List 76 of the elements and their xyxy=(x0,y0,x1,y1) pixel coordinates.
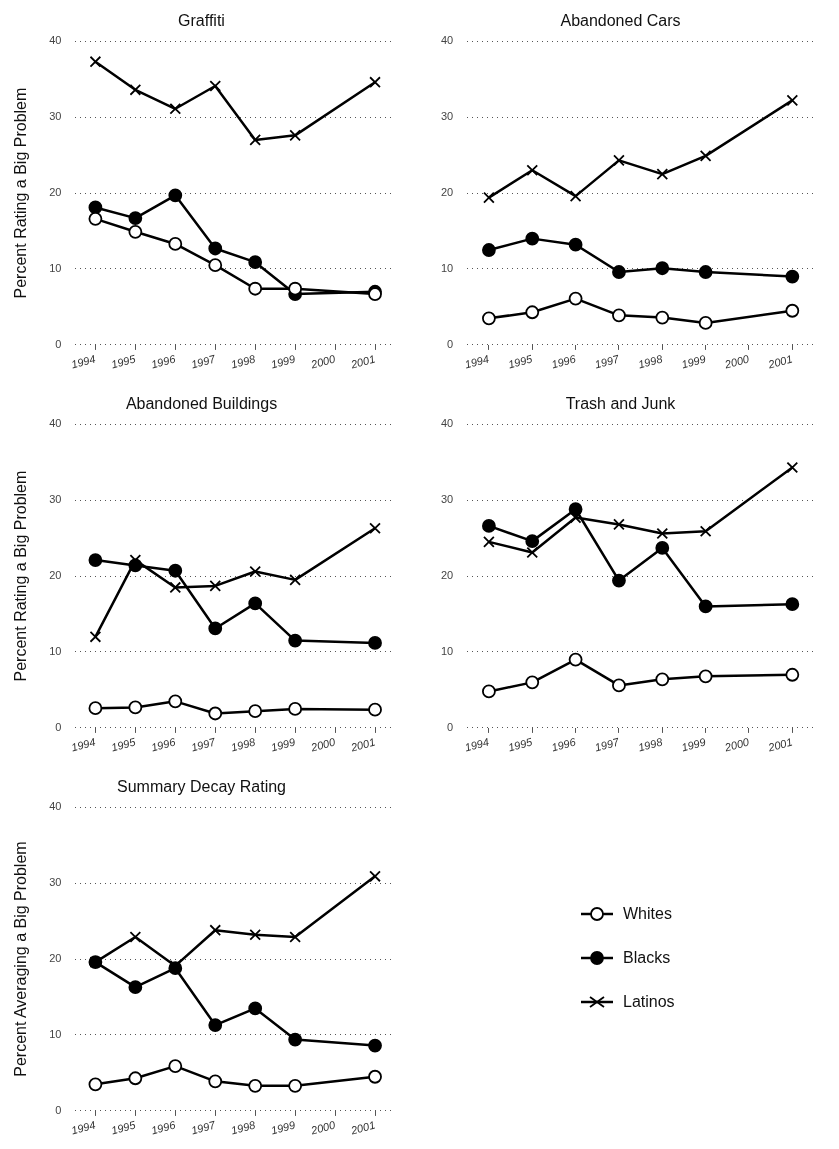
x-tick-label: 1999 xyxy=(269,352,297,371)
chart-title: Summary Decay Rating xyxy=(117,778,286,796)
x-tick-label: 1994 xyxy=(463,352,491,371)
legend-label: Latinos xyxy=(623,992,675,1011)
x-tick-label: 2001 xyxy=(348,1118,377,1137)
x-tick-label: 1998 xyxy=(229,352,258,371)
y-tick-label: 20 xyxy=(49,186,62,199)
y-tick-label: 0 xyxy=(447,720,454,733)
y-tick-label: 10 xyxy=(440,262,454,275)
x-tick-label: 1994 xyxy=(69,352,97,371)
legend-label: Whites xyxy=(623,904,672,923)
x-tick-label: 1994 xyxy=(463,735,491,754)
chart-title: Abandoned Buildings xyxy=(125,395,278,413)
y-tick-label: 30 xyxy=(49,876,62,889)
y-tick-label: 20 xyxy=(440,186,454,199)
y-axis-title: Percent Rating a Big Problem xyxy=(12,470,30,682)
x-tick-label: 2001 xyxy=(765,352,794,371)
y-tick-label: 20 xyxy=(49,569,62,582)
x-tick-label: 2001 xyxy=(348,352,377,371)
x-tick-label: 1999 xyxy=(680,735,707,754)
x-tick-label: 1995 xyxy=(109,352,138,371)
x-tick-label: 1997 xyxy=(593,352,622,371)
y-tick-label: 20 xyxy=(440,569,454,582)
x-tick-label: 1996 xyxy=(149,1118,178,1137)
y-tick-label: 10 xyxy=(49,262,62,275)
y-tick-label: 10 xyxy=(440,645,454,658)
y-tick-label: 30 xyxy=(49,493,62,506)
x-tick-label: 1994 xyxy=(69,1118,97,1137)
y-tick-label: 0 xyxy=(55,720,62,733)
chart-title: Trash and Junk xyxy=(565,395,677,413)
y-tick-label: 0 xyxy=(55,1103,62,1116)
x-tick-label: 1994 xyxy=(69,735,97,754)
y-tick-label: 40 xyxy=(49,417,62,430)
x-tick-label: 1995 xyxy=(506,735,535,754)
chart-title: Abandoned Cars xyxy=(560,12,681,30)
x-tick-label: 1995 xyxy=(506,352,535,371)
y-tick-label: 10 xyxy=(49,645,62,658)
x-tick-label: 2000 xyxy=(722,735,752,754)
x-tick-label: 1996 xyxy=(550,735,578,754)
x-tick-label: 1998 xyxy=(636,735,665,754)
x-tick-label: 1997 xyxy=(189,735,218,754)
x-tick-label: 1996 xyxy=(149,352,178,371)
x-tick-label: 1996 xyxy=(550,352,578,371)
y-tick-label: 40 xyxy=(49,34,62,47)
y-tick-label: 10 xyxy=(49,1028,62,1041)
y-tick-label: 40 xyxy=(440,417,454,430)
x-tick-label: 2000 xyxy=(308,352,338,371)
x-tick-label: 1998 xyxy=(229,1118,258,1137)
chart-title: Graffiti xyxy=(178,12,225,30)
x-tick-label: 2000 xyxy=(308,1118,338,1137)
x-tick-label: 1999 xyxy=(680,352,707,371)
y-axis-title: Percent Rating a Big Problem xyxy=(12,87,30,299)
y-tick-label: 0 xyxy=(447,337,454,350)
x-tick-label: 1995 xyxy=(109,735,138,754)
x-tick-label: 1999 xyxy=(269,1118,297,1137)
x-tick-label: 1998 xyxy=(229,735,258,754)
y-tick-label: 30 xyxy=(49,110,62,123)
y-tick-label: 20 xyxy=(49,952,62,965)
x-tick-label: 1999 xyxy=(269,735,297,754)
y-axis-title: Percent Averaging a Big Problem xyxy=(12,841,30,1077)
x-tick-label: 1995 xyxy=(109,1118,138,1137)
y-tick-label: 30 xyxy=(440,493,454,506)
legend-label: Blacks xyxy=(623,948,671,967)
y-tick-label: 0 xyxy=(55,337,62,350)
x-tick-label: 2001 xyxy=(348,735,377,754)
x-tick-label: 2000 xyxy=(308,735,338,754)
y-tick-label: 30 xyxy=(440,110,454,123)
x-tick-label: 2001 xyxy=(765,735,794,754)
x-tick-label: 1998 xyxy=(636,352,665,371)
y-tick-label: 40 xyxy=(440,34,454,47)
x-tick-label: 2000 xyxy=(722,352,752,371)
x-tick-label: 1996 xyxy=(149,735,178,754)
x-tick-label: 1997 xyxy=(593,735,622,754)
x-tick-label: 1997 xyxy=(189,352,218,371)
y-tick-label: 40 xyxy=(49,800,62,813)
x-tick-label: 1997 xyxy=(189,1118,218,1137)
